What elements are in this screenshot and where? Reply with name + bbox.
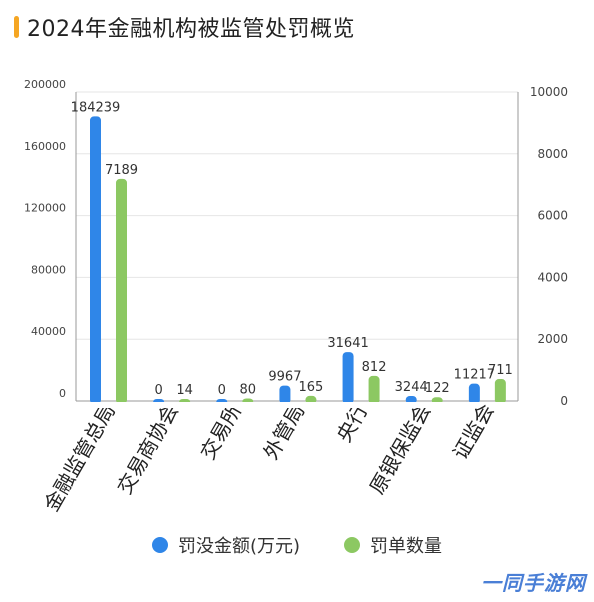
category-label: 原银保监会 <box>365 400 436 499</box>
bar-fines <box>279 385 291 404</box>
legend-swatch-count <box>344 537 361 553</box>
data-label-fines: 31641 <box>327 336 368 351</box>
title-accent-bar <box>14 16 19 38</box>
right-tick-label: 2000 <box>537 332 568 346</box>
data-label-count: 14 <box>176 383 193 398</box>
right-tick-label: 0 <box>560 394 568 408</box>
bar-count <box>305 395 317 404</box>
chart-title: 2024年金融机构被监管处罚概览 <box>27 17 355 42</box>
left-tick-label: 40000 <box>31 325 66 338</box>
legend-item-fines: 罚没金额(万元) <box>151 532 301 558</box>
title-bar: 2024年金融机构被监管处罚概览 <box>14 12 355 42</box>
left-tick-label: 80000 <box>31 263 66 276</box>
legend: 罚没金额(万元) 罚单数量 <box>0 532 594 558</box>
bar-count <box>494 379 506 404</box>
category-label: 交易所 <box>195 400 246 464</box>
right-tick-label: 10000 <box>530 85 568 99</box>
bar-base-mask <box>77 402 517 408</box>
legend-swatch-fines <box>151 537 168 553</box>
watermark-logo: 一同手游网 <box>481 571 586 595</box>
legend-label-count: 罚单数量 <box>370 536 443 557</box>
data-label-fines: 0 <box>218 383 226 398</box>
data-label-fines: 0 <box>155 383 163 398</box>
data-label-fines: 11217 <box>454 368 495 383</box>
left-tick-label: 160000 <box>24 140 66 153</box>
bar-count <box>368 375 380 404</box>
category-label: 证监会 <box>448 400 499 464</box>
data-label-count: 122 <box>425 381 450 396</box>
data-label-count: 7189 <box>105 163 138 178</box>
data-label-count: 711 <box>488 363 513 378</box>
bar-count <box>116 178 127 404</box>
data-label-count: 812 <box>362 360 387 375</box>
bar-chart: 0400008000012000016000020000002000400060… <box>24 78 568 516</box>
right-tick-label: 4000 <box>537 270 568 284</box>
data-label-fines: 184239 <box>71 100 121 115</box>
bar-fines <box>342 352 354 404</box>
category-label: 交易商协会 <box>112 400 183 499</box>
bar-fines <box>405 395 417 404</box>
left-tick-label: 120000 <box>24 202 66 215</box>
right-tick-label: 8000 <box>537 147 568 161</box>
category-label: 金融监管总局 <box>39 400 120 516</box>
left-tick-label: 0 <box>59 387 66 400</box>
bar-fines <box>468 383 480 404</box>
data-label-fines: 9967 <box>268 370 301 385</box>
data-label-count: 80 <box>240 383 257 398</box>
legend-item-count: 罚单数量 <box>344 532 442 558</box>
bar-fines <box>90 116 101 405</box>
right-tick-label: 6000 <box>537 209 568 223</box>
left-tick-label: 200000 <box>24 78 66 91</box>
category-label: 外管局 <box>259 400 310 464</box>
legend-label-fines: 罚没金额(万元) <box>177 536 301 557</box>
data-label-fines: 3244 <box>395 380 428 395</box>
data-label-count: 165 <box>299 380 324 395</box>
